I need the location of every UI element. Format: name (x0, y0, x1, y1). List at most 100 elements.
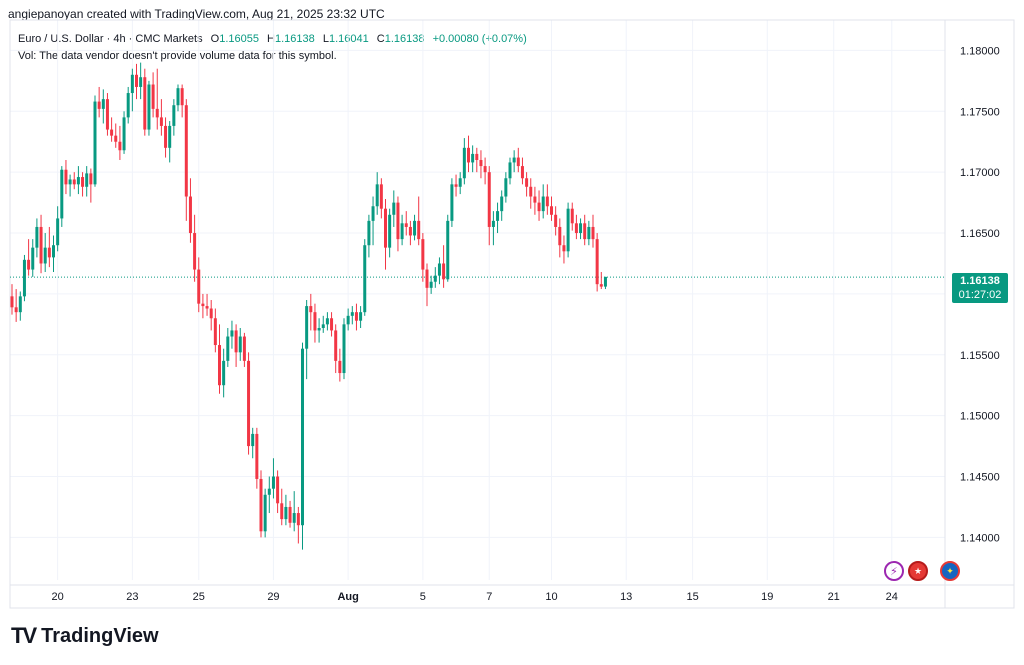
candle-body (76, 177, 80, 185)
candle-body (462, 147, 466, 179)
candle-body (234, 330, 238, 353)
candle-body (516, 157, 520, 167)
candle-body (525, 178, 529, 187)
candle-body (595, 239, 599, 285)
candle-body (591, 226, 595, 240)
candle-body (130, 74, 134, 94)
candle-body (97, 101, 101, 109)
candle-body (342, 324, 346, 374)
candle-body (574, 223, 578, 234)
candle-body (105, 99, 109, 130)
candle-body (408, 226, 412, 236)
candle-body (442, 263, 446, 280)
candle-body (31, 247, 35, 270)
candle-body (135, 74, 138, 87)
candle-body (558, 226, 562, 246)
x-tick-label: 13 (620, 591, 632, 603)
candle-body (313, 312, 317, 331)
candle-body (267, 488, 271, 495)
x-tick-label: 7 (486, 591, 492, 603)
candle-body (114, 135, 118, 142)
candle-body (562, 245, 566, 252)
candle-body (255, 433, 259, 479)
candle-body (388, 214, 392, 248)
candle-body (471, 153, 475, 163)
high-key: H (267, 33, 275, 45)
y-tick-label: 1.14000 (960, 532, 1000, 544)
candle-body (321, 324, 325, 328)
last-price-label: 1.16138 (960, 275, 1000, 287)
x-tick-label: 10 (545, 591, 557, 603)
candle-body (404, 223, 408, 227)
candle-body (533, 196, 537, 203)
y-tick-label: 1.17500 (960, 106, 1000, 118)
candle-body (346, 315, 350, 325)
candle-body (537, 202, 541, 212)
candle-body (247, 360, 251, 447)
candle-body (242, 336, 246, 361)
candle-body (583, 223, 587, 240)
candle-body (39, 226, 43, 264)
low-value: 1.16041 (328, 33, 369, 45)
candle-body (450, 184, 454, 221)
candle-body (218, 345, 221, 386)
x-tick-label: 29 (267, 591, 279, 603)
tradingview-logo: TV TradingView (11, 623, 159, 649)
candle-body (85, 173, 89, 187)
candle-body (47, 247, 51, 258)
candle-body (541, 196, 545, 212)
candle-body (479, 160, 483, 167)
candle-body (520, 166, 524, 179)
candle-body (259, 478, 263, 532)
candle-body (429, 281, 433, 288)
candle-body (309, 306, 313, 313)
candle-body (52, 245, 55, 258)
x-tick-label: 20 (52, 591, 64, 603)
x-tick-label: 15 (686, 591, 698, 603)
candle-body (475, 153, 479, 160)
candle-body (508, 162, 512, 179)
candle-body (529, 186, 533, 197)
candle-body (184, 105, 188, 197)
x-tick-label: 19 (761, 591, 773, 603)
candle-body (176, 88, 180, 106)
candle-body (504, 178, 508, 197)
candle-body (72, 179, 76, 185)
candle-body (354, 312, 358, 321)
candle-body (205, 306, 209, 309)
candle-body (384, 208, 387, 248)
candle-body (64, 169, 68, 185)
us-flag-icon[interactable]: ★ (908, 561, 928, 581)
bar-countdown: 01:27:02 (958, 289, 1002, 301)
candle-body (14, 307, 18, 313)
candle-body (487, 172, 491, 227)
candle-body (251, 433, 255, 447)
candle-body (226, 336, 230, 361)
candle-body (392, 202, 396, 215)
candle-body (330, 318, 334, 331)
candle-body (454, 184, 458, 187)
candle-body (193, 233, 197, 270)
close-value: 1.16138 (384, 33, 425, 45)
chart-frame (9, 19, 1015, 609)
candle-body (209, 308, 213, 319)
candle-body (172, 105, 176, 126)
last-price-badge: 1.16138 01:27:02 (952, 273, 1008, 303)
event-icons: ⚡ ★ ✦ (884, 561, 960, 581)
y-tick-label: 1.18000 (960, 45, 1000, 57)
eu-flag-icon[interactable]: ✦ (940, 561, 960, 581)
candle-body (305, 306, 309, 349)
candle-body (350, 312, 354, 316)
high-value: 1.16138 (275, 33, 315, 45)
candle-body (60, 169, 64, 219)
candle-body (27, 259, 31, 270)
flash-icon[interactable]: ⚡ (884, 561, 904, 581)
candle-body (81, 177, 85, 187)
y-tick-label: 1.16500 (960, 228, 1000, 240)
candle-body (213, 318, 217, 346)
candle-body (43, 247, 47, 264)
x-tick-label: 5 (420, 591, 426, 603)
candle-body (413, 220, 417, 236)
x-tick-label: 21 (828, 591, 840, 603)
